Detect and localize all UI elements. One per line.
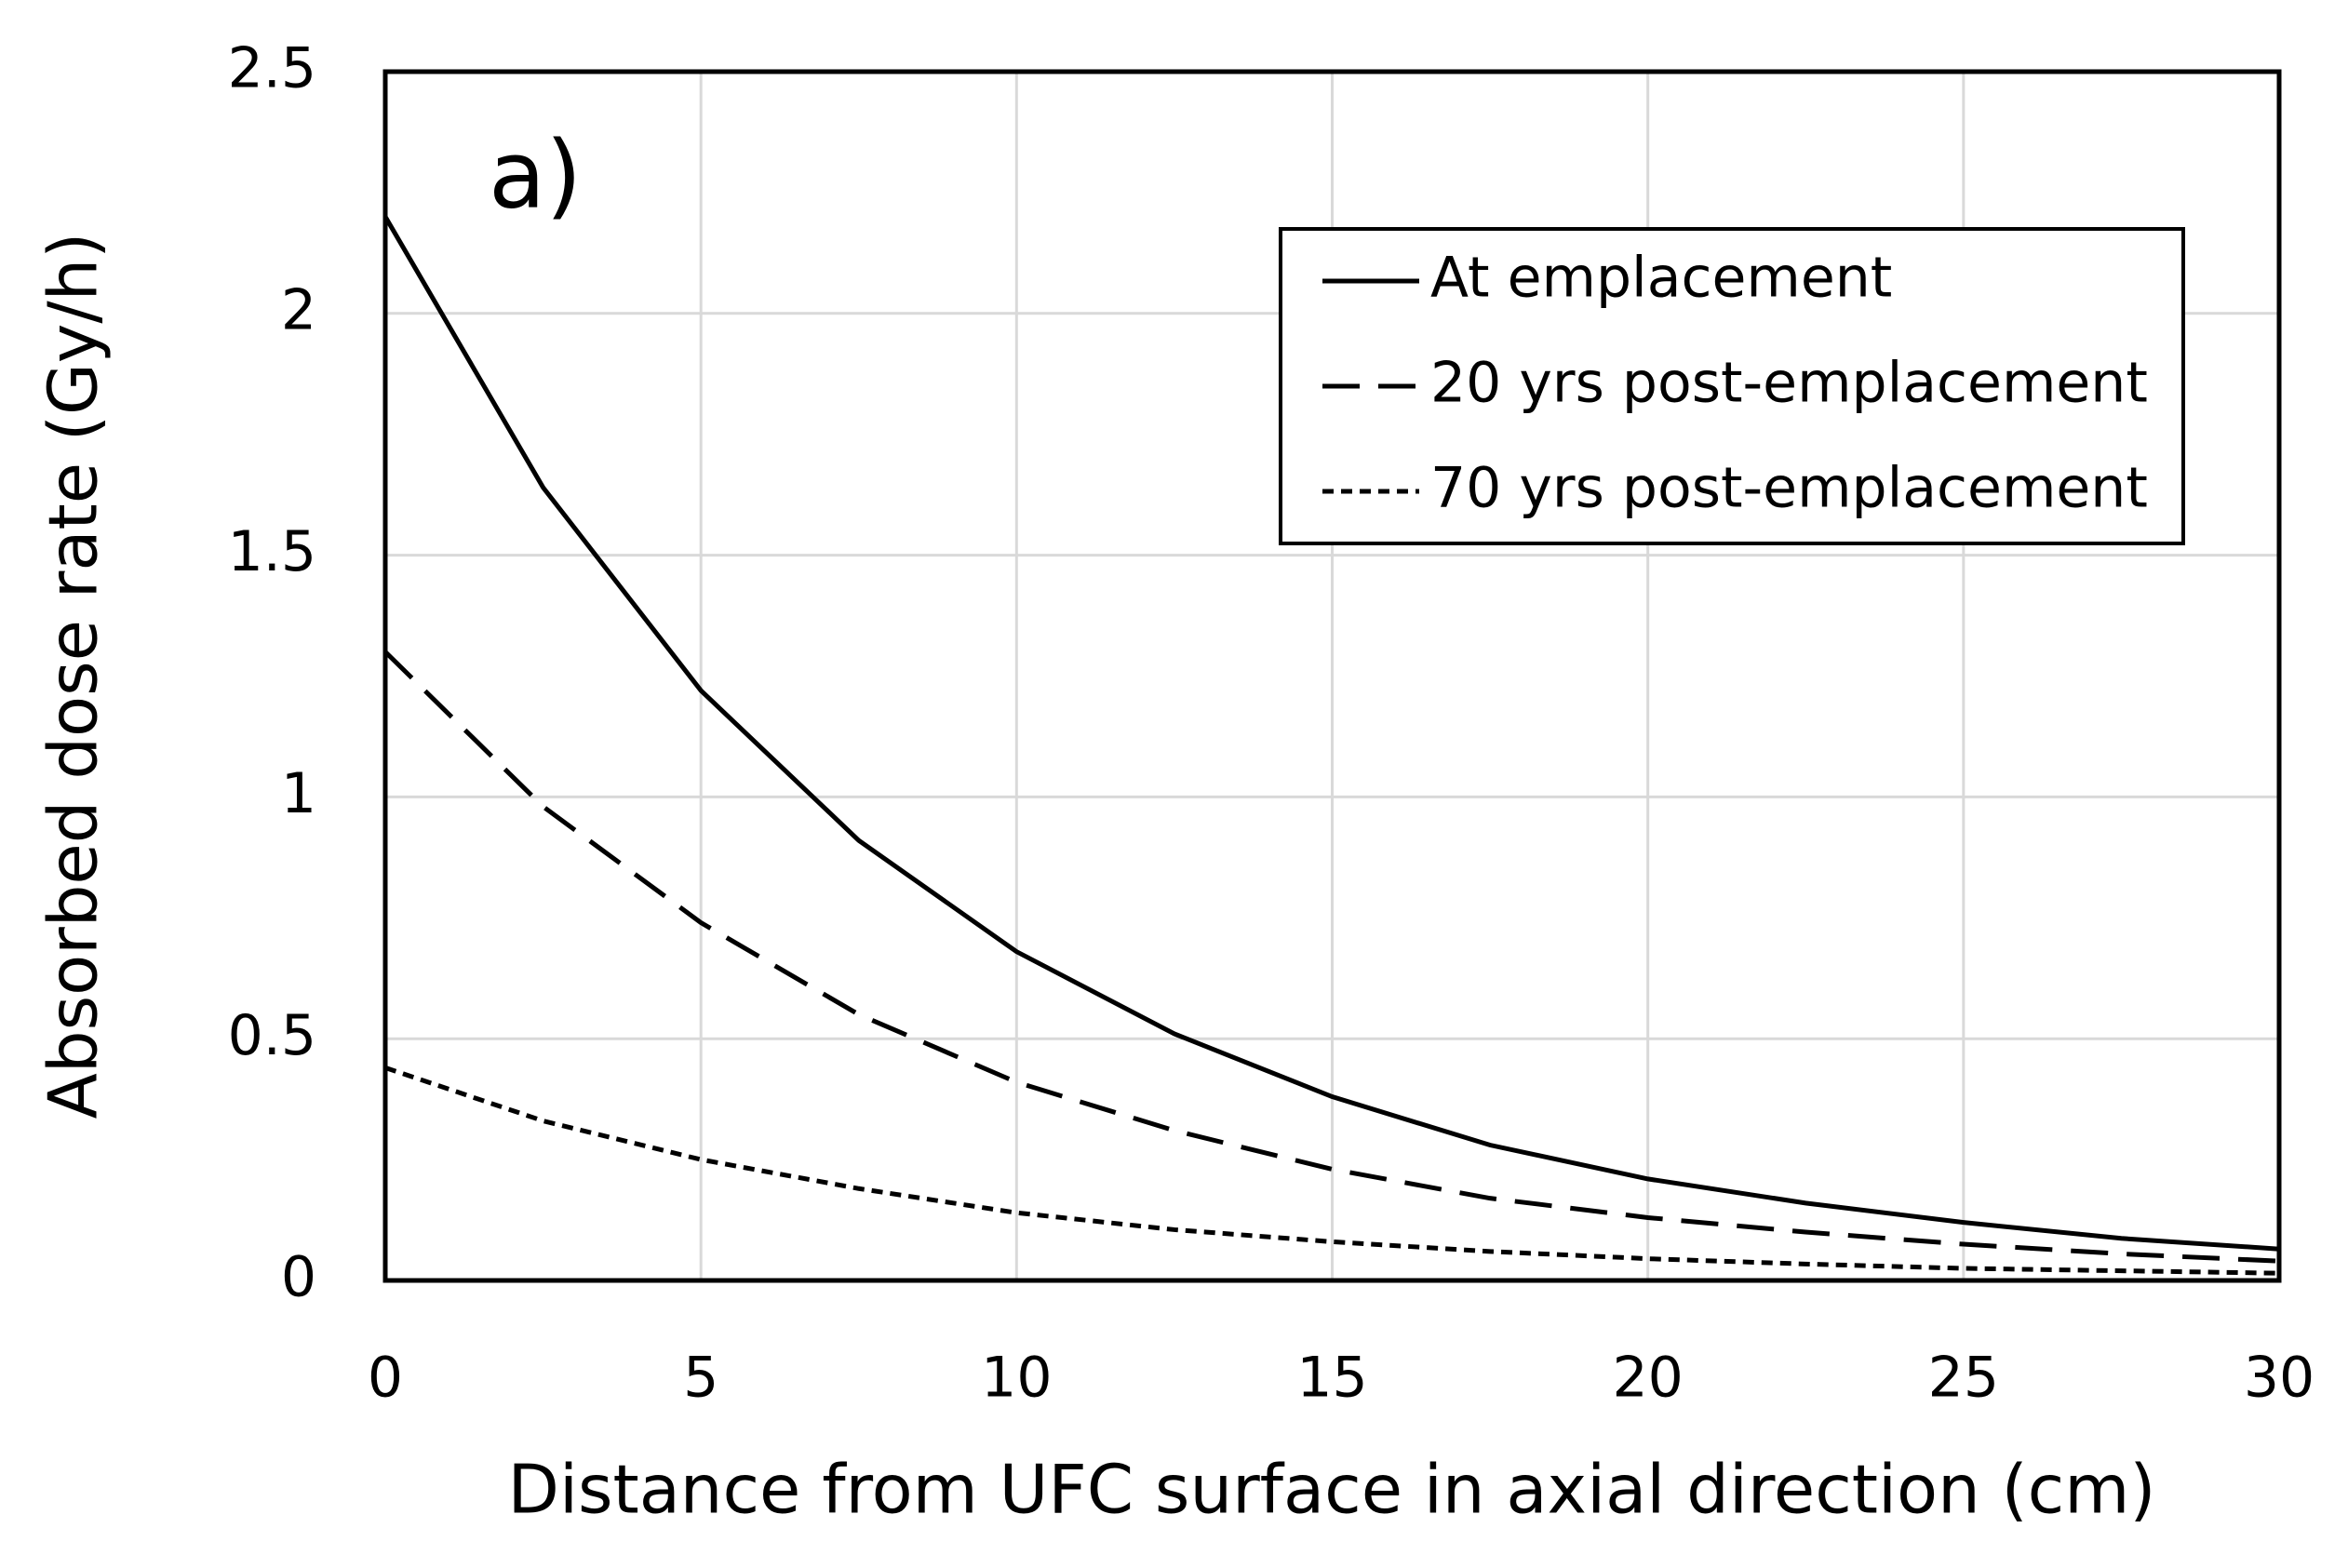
x-tick-label: 0 bbox=[368, 1346, 403, 1411]
x-tick-label: 15 bbox=[1296, 1346, 1367, 1411]
y-axis-title: Absorbed dose rate (Gy/h) bbox=[34, 233, 113, 1119]
y-tick-label: 0.5 bbox=[228, 1003, 316, 1068]
y-tick-label: 2 bbox=[281, 277, 316, 342]
y-tick-label: 0 bbox=[281, 1245, 316, 1310]
plot-border bbox=[382, 69, 2282, 1283]
annotation: a) bbox=[489, 120, 582, 229]
y-tick-label: 1 bbox=[281, 761, 316, 826]
legend-box bbox=[1279, 227, 2185, 545]
x-tick-label: 20 bbox=[1612, 1346, 1683, 1411]
legend-label: 20 yrs post-emplacement bbox=[1430, 351, 2148, 416]
legend-label: At emplacement bbox=[1430, 246, 1892, 311]
y-tick-label: 2.5 bbox=[228, 36, 316, 101]
y-tick-label: 1.5 bbox=[228, 519, 316, 584]
series-line bbox=[382, 215, 2280, 1252]
x-axis-title: Distance from UFC surface in axial direc… bbox=[508, 1451, 2156, 1529]
legend-label: 70 yrs post-emplacement bbox=[1430, 456, 2148, 521]
x-tick-label: 10 bbox=[981, 1346, 1052, 1411]
x-tick-label: 25 bbox=[1928, 1346, 1999, 1411]
series-line bbox=[383, 650, 2280, 1264]
x-tick-label: 30 bbox=[2244, 1346, 2314, 1411]
x-tick-label: 5 bbox=[683, 1346, 718, 1411]
